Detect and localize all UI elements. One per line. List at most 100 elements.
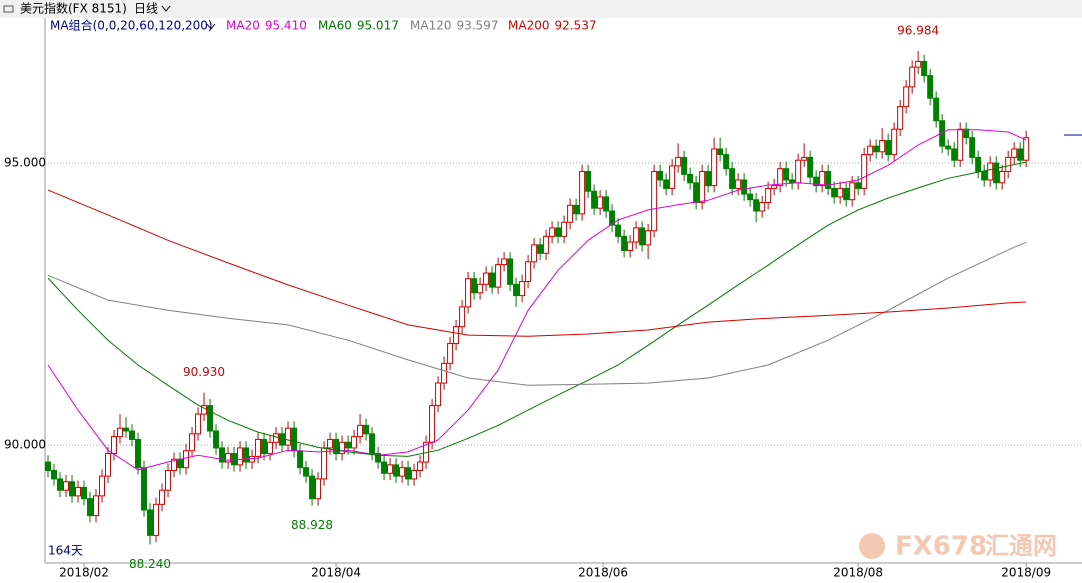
legend-value: 95.017 bbox=[357, 19, 399, 33]
watermark: 汇通网 bbox=[985, 532, 1057, 560]
candle-body bbox=[861, 154, 868, 189]
candle-body bbox=[117, 427, 124, 438]
ma-line bbox=[47, 161, 1027, 457]
legend-value: 92.537 bbox=[554, 19, 596, 33]
candle-body bbox=[231, 453, 238, 466]
legend-name: MA60 bbox=[318, 19, 352, 33]
candle-body bbox=[591, 190, 598, 209]
candle-body bbox=[285, 427, 292, 446]
candle-body bbox=[357, 424, 364, 438]
candle-body bbox=[339, 441, 346, 455]
candle-body bbox=[747, 193, 754, 201]
candle-body bbox=[375, 453, 382, 463]
candle-body bbox=[93, 495, 100, 517]
candle-body bbox=[867, 145, 874, 156]
ma-line bbox=[47, 129, 1027, 471]
candle-body bbox=[345, 441, 352, 449]
candle-body bbox=[273, 433, 280, 443]
candle-body bbox=[621, 235, 628, 251]
candle-body bbox=[417, 461, 424, 471]
candle-body bbox=[105, 453, 112, 477]
legend-name: MA20 bbox=[226, 19, 260, 33]
candle-body bbox=[333, 438, 340, 455]
candle-body bbox=[81, 486, 88, 500]
candle-body bbox=[579, 171, 586, 215]
annotation: 96.984 bbox=[897, 24, 939, 38]
candle-body bbox=[129, 430, 136, 440]
candle-body bbox=[135, 438, 142, 469]
candle-body bbox=[267, 441, 274, 455]
candle-body bbox=[759, 202, 766, 212]
candle-body bbox=[141, 467, 148, 511]
candle-body bbox=[939, 120, 946, 147]
candle-body bbox=[321, 447, 328, 480]
candle-body bbox=[921, 61, 928, 77]
candle-body bbox=[801, 156, 808, 161]
candle-body bbox=[741, 179, 748, 195]
x-tick-label: 2018/04 bbox=[311, 566, 361, 580]
candle-body bbox=[435, 382, 442, 407]
x-tick-label: 2018/02 bbox=[59, 566, 109, 580]
ma-line bbox=[47, 241, 1027, 386]
candle-body bbox=[543, 235, 550, 254]
candle-body bbox=[147, 509, 154, 536]
candle-body bbox=[279, 433, 286, 446]
candle-body bbox=[663, 179, 670, 189]
candle-body bbox=[777, 168, 784, 187]
candle-body bbox=[771, 185, 778, 189]
candle-body bbox=[327, 438, 334, 449]
candle-body bbox=[813, 176, 820, 187]
ma-group[interactable]: MA组合(0,0,20,60,120,200) bbox=[50, 18, 213, 33]
candle-body bbox=[411, 469, 418, 480]
candle-body bbox=[63, 481, 70, 491]
candle-body bbox=[225, 453, 232, 463]
candle-body bbox=[159, 489, 166, 505]
candle-body bbox=[597, 196, 604, 209]
candle-body bbox=[309, 475, 316, 500]
legend-name: MA120 bbox=[410, 19, 451, 33]
candle-body bbox=[657, 171, 664, 181]
days-count: 164天 bbox=[48, 544, 83, 558]
candle-body bbox=[51, 469, 58, 480]
x-tick-label: 2018/06 bbox=[578, 566, 628, 580]
candle-body bbox=[903, 86, 910, 108]
x-tick-label: 2018/09 bbox=[1001, 566, 1051, 580]
candle-body bbox=[963, 128, 970, 139]
window-icon bbox=[3, 5, 14, 13]
candle-body bbox=[507, 258, 514, 285]
candle-body bbox=[885, 139, 892, 156]
candle-body bbox=[123, 427, 130, 432]
candle-body bbox=[531, 244, 538, 263]
candle-body bbox=[933, 97, 940, 122]
candle-body bbox=[633, 227, 640, 243]
watermark: FX678 bbox=[895, 532, 987, 562]
candle-body bbox=[993, 162, 1000, 184]
candle-body bbox=[969, 137, 976, 158]
candle-body bbox=[951, 148, 958, 161]
candle-body bbox=[441, 362, 448, 384]
candle-body bbox=[705, 171, 712, 187]
period[interactable]: 日线 bbox=[134, 2, 158, 16]
candle-body bbox=[165, 469, 172, 491]
candle-body bbox=[465, 278, 472, 308]
candle-body bbox=[447, 343, 454, 364]
candle-body bbox=[891, 128, 898, 156]
candle-body bbox=[501, 258, 508, 266]
candle-body bbox=[171, 458, 178, 471]
candle-body bbox=[693, 182, 700, 204]
candle-body bbox=[651, 171, 658, 232]
candle-body bbox=[945, 145, 952, 150]
candle-body bbox=[45, 461, 52, 471]
candle-body bbox=[843, 187, 850, 201]
candle-body bbox=[183, 450, 190, 469]
annotation: 88.240 bbox=[129, 557, 171, 571]
candle-body bbox=[483, 272, 490, 285]
candle-body bbox=[297, 450, 304, 469]
candle-body bbox=[237, 447, 244, 466]
candle-body bbox=[975, 156, 982, 173]
candle-body bbox=[1023, 137, 1030, 161]
candle-body bbox=[69, 481, 76, 497]
legend-value: 93.597 bbox=[456, 19, 498, 33]
candle-body bbox=[585, 171, 592, 192]
